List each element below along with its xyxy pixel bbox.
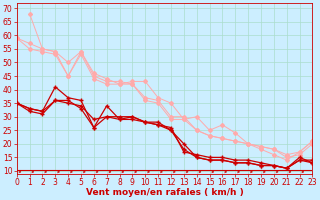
- X-axis label: Vent moyen/en rafales ( km/h ): Vent moyen/en rafales ( km/h ): [86, 188, 244, 197]
